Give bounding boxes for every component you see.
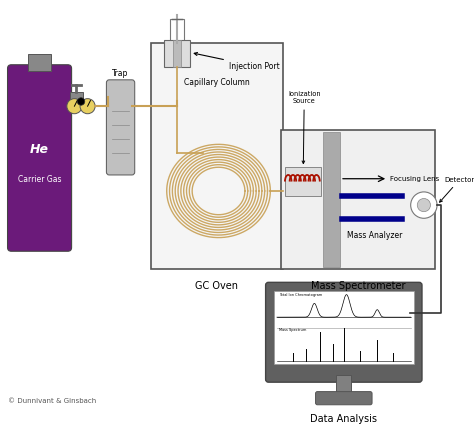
Circle shape xyxy=(417,199,430,212)
Bar xyxy=(281,130,435,269)
Text: Ionization
Source: Ionization Source xyxy=(288,91,320,163)
Bar xyxy=(28,54,51,71)
Bar xyxy=(285,167,321,196)
Bar xyxy=(323,132,340,267)
Bar xyxy=(274,291,413,364)
Text: GC Oven: GC Oven xyxy=(195,281,238,291)
Circle shape xyxy=(67,98,82,114)
Bar xyxy=(164,40,190,67)
Bar xyxy=(70,92,83,103)
Text: Detector: Detector xyxy=(439,177,474,202)
Text: © Dunnivant & Ginsbach: © Dunnivant & Ginsbach xyxy=(8,398,96,404)
Bar xyxy=(171,18,184,43)
Text: Capillary Column: Capillary Column xyxy=(184,78,249,87)
Bar xyxy=(173,40,181,67)
Text: Total Ion Chromatogram: Total Ion Chromatogram xyxy=(279,293,322,298)
FancyBboxPatch shape xyxy=(265,283,422,382)
Circle shape xyxy=(410,192,437,218)
Text: Data Analysis: Data Analysis xyxy=(310,414,377,424)
Bar xyxy=(336,375,351,395)
FancyBboxPatch shape xyxy=(8,65,72,251)
Bar xyxy=(151,43,283,269)
Circle shape xyxy=(80,98,95,114)
Text: He: He xyxy=(30,143,49,156)
Text: Mass Spectrum: Mass Spectrum xyxy=(279,329,306,332)
Text: Injection Port: Injection Port xyxy=(194,52,280,71)
Text: Carrier Gas: Carrier Gas xyxy=(18,175,61,184)
Circle shape xyxy=(77,98,85,105)
FancyBboxPatch shape xyxy=(316,392,372,405)
Text: Mass Analyzer: Mass Analyzer xyxy=(346,231,402,240)
Text: Mass Spectrometer: Mass Spectrometer xyxy=(310,281,405,291)
Text: Focusing Lens: Focusing Lens xyxy=(390,176,439,182)
Text: Trap: Trap xyxy=(112,69,129,78)
FancyBboxPatch shape xyxy=(107,80,135,175)
